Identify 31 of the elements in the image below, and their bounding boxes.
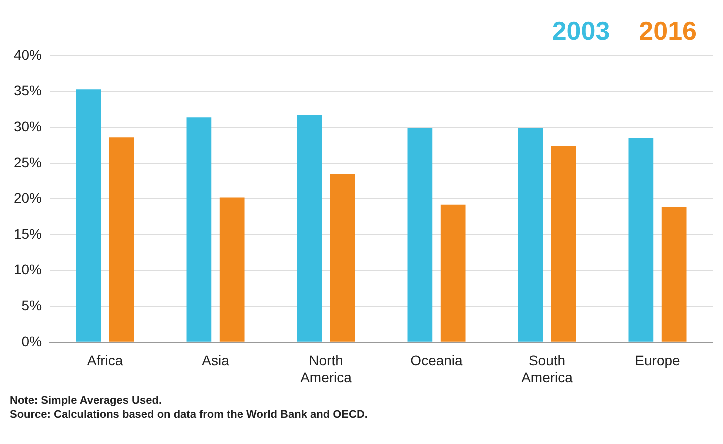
y-tick-label: 5%	[22, 297, 42, 314]
bar	[551, 146, 576, 342]
x-tick-label: North America	[300, 352, 352, 386]
bar	[330, 174, 356, 342]
x-tick-label: South America	[522, 352, 574, 386]
x-tick-label: Asia	[202, 352, 230, 369]
bar	[408, 128, 433, 342]
bar	[440, 204, 466, 342]
bar	[518, 128, 544, 342]
bar	[662, 207, 687, 342]
y-tick-label: 20%	[14, 190, 42, 206]
y-tick-label: 15%	[14, 226, 42, 242]
bar	[297, 115, 322, 342]
bar	[628, 138, 654, 342]
bar	[186, 118, 212, 342]
source-note: Source: Calculations based on data from the World Bank and OECD.	[10, 408, 369, 422]
y-tick-label: 30%	[14, 118, 42, 134]
text: Note: Simple Averages Used.	[10, 394, 164, 408]
bar	[76, 90, 102, 342]
text: 2016	[639, 16, 698, 46]
y-tick-label: 40%	[14, 46, 42, 63]
x-tick-label: Oceania	[410, 352, 464, 369]
x-tick-label: Africa	[87, 352, 124, 369]
y-tick-label: 0%	[22, 333, 42, 350]
text: 2003	[552, 16, 610, 46]
y-tick-label: 25%	[14, 154, 42, 170]
bar	[220, 198, 245, 342]
y-tick-label: 10%	[14, 262, 42, 278]
x-tick-label: Europe	[635, 352, 681, 369]
y-tick-label: 35%	[14, 82, 42, 99]
bar	[109, 138, 134, 342]
